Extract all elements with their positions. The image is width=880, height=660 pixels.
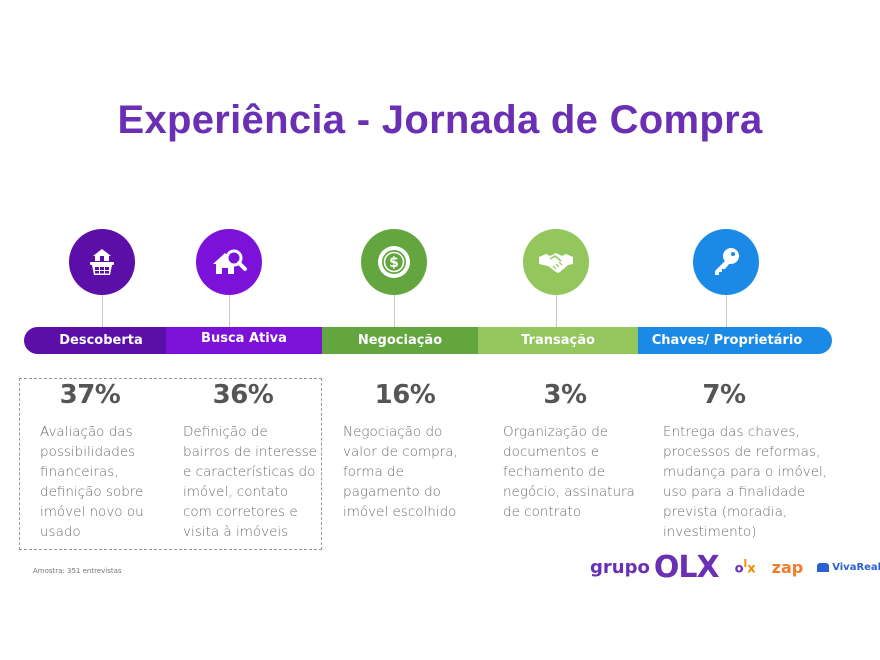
descoberta-icon-circle [69, 229, 135, 295]
chaves-connector [726, 295, 727, 327]
stat-negociacao: 16% Negociação do valor de compra, forma… [343, 380, 483, 522]
transacao-connector [556, 295, 557, 327]
svg-text:$: $ [389, 255, 399, 271]
stage-descoberta: Descoberta [24, 327, 166, 354]
transacao-icon-circle [523, 229, 589, 295]
stat-transacao: 3% Organização de documentos e fechament… [503, 380, 643, 522]
house-basket-icon [90, 249, 114, 275]
stat-description: Avaliação das possibilidades financeiras… [40, 424, 144, 540]
chaves-icon-circle [693, 229, 759, 295]
stat-chaves: 7% Entrega das chaves, processos de refo… [663, 380, 843, 542]
stat-descoberta: 37% Avaliação das possibilidades finance… [40, 380, 175, 542]
negociacao-connector [394, 295, 395, 327]
brand-logos: grupo OLX olx zap VivaReal [590, 549, 880, 585]
page-title: Experiência - Jornada de Compra [117, 98, 763, 142]
stat-description: Organização de documentos e fechamento d… [503, 424, 635, 520]
stage-label: Transação [521, 333, 595, 348]
stage-label: Descoberta [59, 333, 143, 348]
house-search-icon [213, 249, 247, 274]
sample-note: Amostra: 351 entrevistas [33, 567, 122, 575]
stat-percent: 7% [702, 380, 746, 410]
stat-description: Entrega das chaves, processos de reforma… [663, 424, 828, 540]
olx-logo-x: x [747, 561, 756, 577]
stat-percent: 3% [543, 380, 587, 410]
stage-label: Negociação [357, 333, 443, 348]
olx-logo-o: o [734, 561, 744, 577]
handshake-icon [539, 253, 573, 273]
stage-label: Chaves/ Proprietário [651, 333, 803, 348]
zap-logo: zap [771, 557, 804, 577]
grupo-olx-logo: OLX [653, 549, 720, 585]
highlight-box [19, 378, 322, 550]
vivareal-logo: VivaReal [817, 562, 880, 573]
vivareal-house-icon [817, 562, 830, 572]
key-icon [715, 248, 739, 275]
stage-chaves: Chaves/ Proprietário [638, 327, 832, 354]
stage-transacao: Transação [478, 327, 638, 354]
stat-percent: 16% [374, 380, 436, 410]
stat-description: Definição de bairros de interesse e cara… [183, 424, 317, 540]
stage-negociacao: Negociação [322, 327, 478, 354]
stat-busca-ativa: 36% Definição de bairros de interesse e … [183, 380, 323, 542]
busca-ativa-icon-circle [196, 229, 262, 295]
stage-label: Busca Ativa [201, 331, 287, 346]
negociacao-icon-circle: $ [361, 229, 427, 295]
stage-busca-ativa: Busca Ativa [166, 327, 322, 354]
journey-timeline-bar: Descoberta Busca Ativa Negociação Transa… [24, 327, 832, 354]
grupo-olx-logo-text: grupo [590, 556, 650, 578]
stat-description: Negociação do valor de compra, forma de … [343, 424, 458, 520]
stat-percent: 36% [212, 380, 274, 410]
stat-percent: 37% [59, 380, 121, 410]
vivareal-logo-text: VivaReal [832, 561, 880, 573]
olx-logo: olx [735, 557, 756, 576]
olx-logo-l: l [743, 557, 748, 571]
busca-ativa-connector [229, 295, 230, 327]
descoberta-connector [102, 295, 103, 327]
dollar-coin-icon: $ [378, 246, 410, 278]
